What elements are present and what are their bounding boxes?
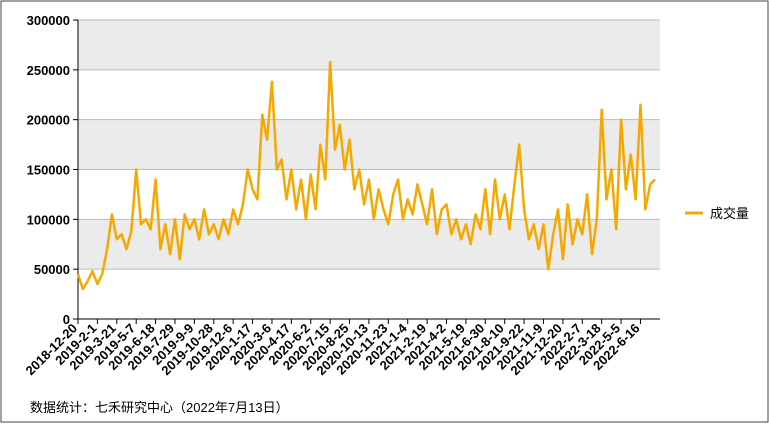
line-series — [76, 60, 656, 291]
y-tick-label: 300000 — [27, 13, 70, 28]
y-tick-label: 50000 — [34, 262, 70, 277]
y-tick-label: 0 — [63, 312, 70, 327]
y-tick-label: 200000 — [27, 113, 70, 128]
y-tick-label: 250000 — [27, 63, 70, 78]
y-tick-label: 100000 — [27, 212, 70, 227]
legend-label: 成交量 — [710, 206, 749, 221]
grid-band — [78, 20, 660, 70]
footnote: 数据统计：七禾研究中心（2022年7月13日） — [30, 400, 289, 415]
y-tick-label: 150000 — [27, 163, 70, 178]
grid-band — [78, 119, 660, 170]
